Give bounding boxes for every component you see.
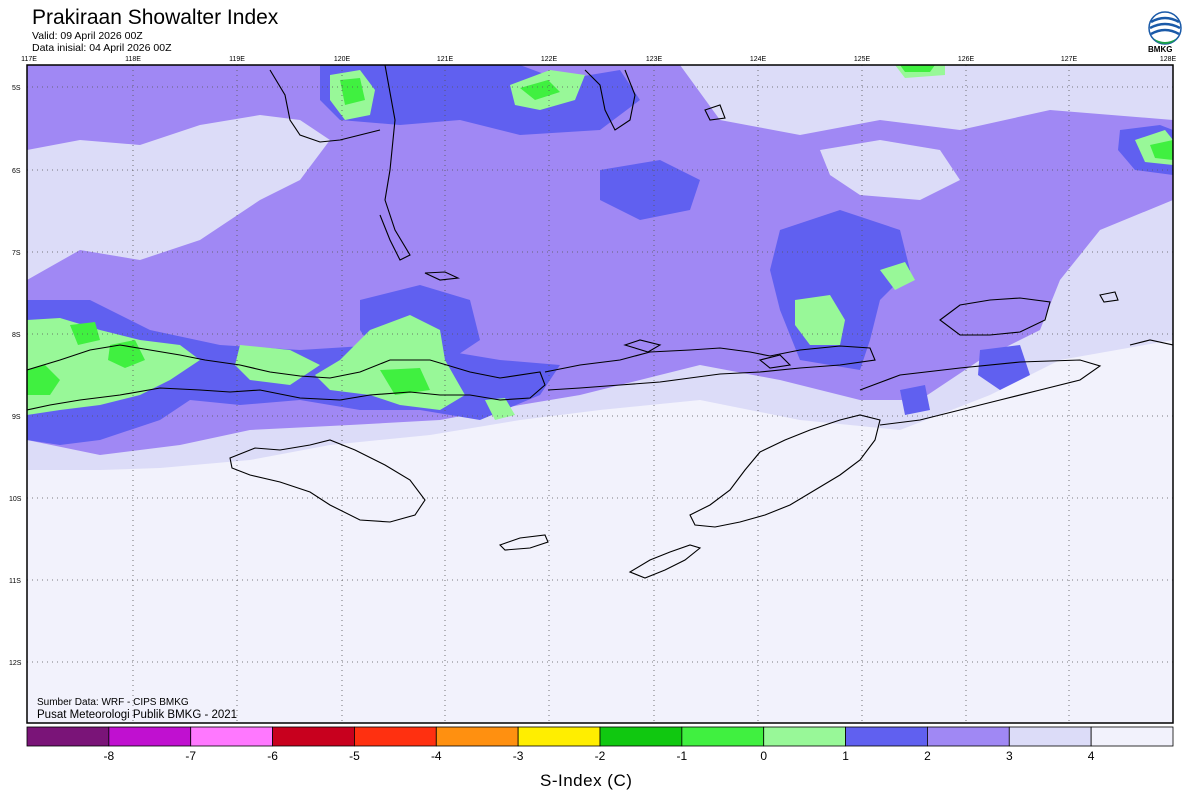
coast-timor — [689, 414, 881, 528]
bmkg-logo — [1148, 11, 1182, 45]
field-light-green-lombok — [235, 345, 320, 385]
lat-label: 7S — [12, 250, 21, 257]
lon-label: 121E — [437, 56, 454, 63]
legend-label: -6 — [267, 749, 278, 763]
field-green-north — [340, 78, 365, 105]
legend-bins — [26, 726, 1174, 747]
field-light-patch — [60, 160, 220, 240]
lat-label: 9S — [12, 414, 21, 421]
coast-small-islands — [704, 104, 1173, 346]
lat-label: 6S — [12, 168, 21, 175]
coast-timor-strait — [859, 359, 1102, 426]
legend-label: 3 — [1006, 749, 1013, 763]
field-green-far-east — [1150, 140, 1173, 160]
legend-label: -8 — [104, 749, 115, 763]
lon-label: 124E — [750, 56, 767, 63]
lon-labels: 117E 118E 119E 120E 121E 122E 123E 124E … — [21, 56, 1176, 63]
lon-label: 122E — [541, 56, 558, 63]
valid-time: Valid: 09 April 2026 00Z — [32, 30, 143, 42]
lon-label: 125E — [854, 56, 871, 63]
initial-time: Data inisial: 04 April 2026 00Z — [32, 42, 172, 54]
legend-title: S-Index (C) — [540, 771, 633, 790]
lat-label: 5S — [12, 85, 21, 92]
coast-north-islands — [269, 69, 381, 143]
legend-label: 4 — [1088, 749, 1095, 763]
coast-sumba — [229, 439, 426, 523]
legend-bin — [190, 726, 273, 747]
lon-label: 126E — [958, 56, 975, 63]
lon-label: 118E — [125, 56, 141, 63]
field-light-green-west — [27, 318, 200, 415]
legend-label: 0 — [760, 749, 767, 763]
map-frame — [26, 64, 1174, 724]
lon-label: 127E — [1061, 56, 1078, 63]
legend-bin — [26, 726, 110, 747]
organization: Pusat Meteorologi Publik BMKG - 2021 — [37, 709, 238, 721]
coast-selayar — [424, 271, 461, 281]
legend-bin — [681, 726, 765, 747]
field-green-west — [27, 365, 60, 395]
legend-bin — [1008, 726, 1092, 747]
lat-labels: 5S 6S 7S 8S 9S 10S 11S 12S — [9, 85, 22, 667]
lon-label: 119E — [229, 56, 245, 63]
legend-bin — [763, 726, 846, 747]
field-light-green-east2 — [880, 262, 915, 290]
field-blue-central — [600, 160, 700, 220]
lat-label: 10S — [9, 496, 22, 503]
field-green-west2 — [108, 340, 145, 368]
legend-bin — [599, 726, 683, 747]
legend-label: 1 — [842, 749, 849, 763]
lon-label: 120E — [334, 56, 351, 63]
lat-label: 12S — [9, 660, 22, 667]
lat-label: 8S — [12, 332, 21, 339]
legend-bin — [927, 726, 1010, 747]
data-source: Sumber Data: WRF - CIPS BMKG — [37, 697, 189, 708]
field-light-green-flores — [485, 398, 515, 420]
legend-label: -7 — [185, 749, 196, 763]
field-green-west3 — [70, 322, 100, 345]
legend-bin — [435, 726, 519, 747]
coast-rote — [628, 544, 702, 579]
field-light-green-east — [795, 295, 845, 345]
legend-bin — [1090, 726, 1174, 747]
map-title: Prakiraan Showalter Index — [32, 6, 279, 29]
lon-label: 123E — [646, 56, 663, 63]
coast-sulawesi-south — [379, 65, 411, 261]
legend-label: 2 — [924, 749, 931, 763]
legend-bin — [517, 726, 601, 747]
legend-bin — [354, 726, 437, 747]
field-green-north2 — [520, 80, 560, 100]
legend-label: -3 — [513, 749, 524, 763]
lon-label: 128E — [1160, 56, 1177, 63]
field-blue-se2 — [900, 385, 930, 415]
coast-sumbawa-lombok — [27, 344, 546, 411]
field-green-center — [380, 368, 430, 395]
lat-label: 11S — [9, 578, 21, 585]
coast-buton — [584, 69, 636, 131]
legend-bin — [108, 726, 192, 747]
legend-labels: -8 -7 -6 -5 -4 -3 -2 -1 0 1 2 3 4 — [104, 749, 1095, 763]
legend-bin — [845, 726, 928, 747]
bmkg-logo-text: BMKG — [1148, 45, 1173, 54]
field-green-ne — [900, 65, 935, 72]
lon-label: 117E — [21, 56, 37, 63]
legend-label: -4 — [431, 749, 442, 763]
legend-bin — [272, 726, 355, 747]
coast-sabu — [498, 534, 549, 551]
coast-flores-alor — [544, 345, 876, 391]
legend-label: -5 — [349, 749, 360, 763]
coast-flores-islets — [623, 339, 792, 369]
index-field — [27, 65, 1173, 723]
field-light-patch-2 — [820, 140, 960, 200]
legend-label: -2 — [595, 749, 606, 763]
coast-wetar — [939, 297, 1051, 336]
field-blue-se — [978, 345, 1030, 390]
legend-label: -1 — [677, 749, 688, 763]
graticule — [27, 65, 1173, 723]
credits: Sumber Data: WRF - CIPS BMKG Pusat Meteo… — [37, 697, 237, 721]
coastlines — [27, 65, 1173, 579]
